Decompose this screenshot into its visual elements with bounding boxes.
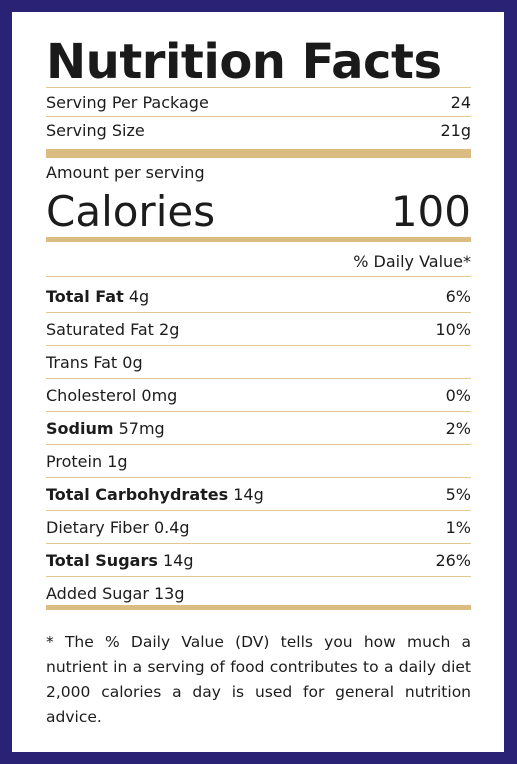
nutrient-amount: 0mg [141, 385, 178, 405]
nutrient-row: Cholesterol 0mg 0% [46, 379, 471, 411]
nutrient-daily-value: 5% [445, 484, 471, 504]
nutrient-row: Trans Fat 0g [46, 346, 471, 378]
calories-value: 100 [390, 187, 471, 236]
nutrient-daily-value: 1% [445, 517, 471, 537]
divider [46, 576, 471, 577]
nutrient-daily-value: 0% [445, 385, 471, 405]
nutrient-label: Total Sugars 14g [46, 551, 193, 570]
nutrient-daily-value: 2% [445, 418, 471, 438]
nutrient-amount: 1g [107, 451, 128, 471]
nutrient-name: Trans Fat [46, 352, 118, 372]
serving-size-value: 21g [440, 120, 471, 140]
nutrient-amount: 14g [233, 484, 264, 504]
divider [46, 477, 471, 478]
nutrient-amount: 0g [122, 352, 143, 372]
serving-per-package-value: 24 [450, 92, 471, 112]
divider [46, 345, 471, 346]
nutrient-row: Dietary Fiber 0.4g 1% [46, 511, 471, 543]
daily-value-header-row: % Daily Value* [46, 250, 471, 272]
nutrient-label: Total Carbohydrates 14g [46, 485, 264, 504]
serving-size-label: Serving Size [46, 120, 145, 140]
divider [46, 87, 471, 88]
nutrient-name: Dietary Fiber [46, 517, 149, 537]
nutrition-label: Nutrition Facts Serving Per Package 24 S… [12, 12, 504, 752]
divider [46, 510, 471, 511]
thick-divider [46, 605, 471, 610]
nutrient-daily-value: 10% [435, 319, 471, 339]
nutrient-name: Total Sugars [46, 550, 158, 570]
serving-per-package-row: Serving Per Package 24 [46, 91, 471, 113]
nutrient-name: Saturated Fat [46, 319, 154, 339]
footnote: * The % Daily Value (DV) tells you how m… [46, 633, 471, 726]
calories-label: Calories [46, 187, 216, 236]
nutrient-row: Total Sugars 14g 26% [46, 544, 471, 576]
divider [46, 543, 471, 544]
amount-per-serving: Amount per serving [46, 163, 471, 182]
nutrient-label: Protein 1g [46, 452, 128, 471]
daily-value-header: % Daily Value* [353, 251, 471, 271]
calories-row: Calories 100 [46, 186, 471, 238]
thick-divider [46, 237, 471, 242]
divider [46, 312, 471, 313]
nutrient-label: Added Sugar 13g [46, 584, 185, 603]
nutrient-label: Cholesterol 0mg [46, 386, 177, 405]
nutrient-daily-value: 6% [445, 286, 471, 306]
nutrient-label: Total Fat 4g [46, 287, 149, 306]
nutrient-amount: 4g [128, 286, 150, 306]
nutrient-name: Total Carbohydrates [46, 484, 229, 504]
nutrient-row: Saturated Fat 2g 10% [46, 313, 471, 345]
amount-per-serving-label: Amount per serving [46, 163, 205, 182]
nutrient-name: Protein [46, 451, 103, 471]
nutrient-amount: 2g [159, 319, 180, 339]
nutrient-amount: 0.4g [153, 517, 190, 537]
nutrient-row: Total Fat 4g 6% [46, 280, 471, 312]
label-title: Nutrition Facts [46, 34, 442, 90]
nutrient-row: Sodium 57mg 2% [46, 412, 471, 444]
nutrient-label: Trans Fat 0g [46, 353, 143, 372]
divider [46, 276, 471, 277]
nutrient-amount: 57mg [118, 418, 165, 438]
nutrient-label: Saturated Fat 2g [46, 320, 179, 339]
divider [46, 411, 471, 412]
nutrient-row: Total Carbohydrates 14g 5% [46, 478, 471, 510]
nutrient-amount: 14g [162, 550, 194, 570]
divider [46, 116, 471, 117]
serving-per-package-label: Serving Per Package [46, 92, 209, 112]
nutrient-name: Added Sugar [46, 583, 149, 603]
nutrient-label: Sodium 57mg [46, 419, 165, 438]
divider [46, 378, 471, 379]
nutrient-row: Protein 1g [46, 445, 471, 477]
nutrient-amount: 13g [154, 583, 185, 603]
nutrient-name: Sodium [46, 418, 114, 438]
nutrient-name: Cholesterol [46, 385, 137, 405]
serving-size-row: Serving Size 21g [46, 119, 471, 141]
divider [46, 444, 471, 445]
nutrient-label: Dietary Fiber 0.4g [46, 518, 190, 537]
nutrient-daily-value: 26% [435, 550, 471, 570]
nutrient-name: Total Fat [46, 286, 124, 306]
nutrient-row: Added Sugar 13g [46, 577, 471, 609]
thick-divider [46, 149, 471, 158]
